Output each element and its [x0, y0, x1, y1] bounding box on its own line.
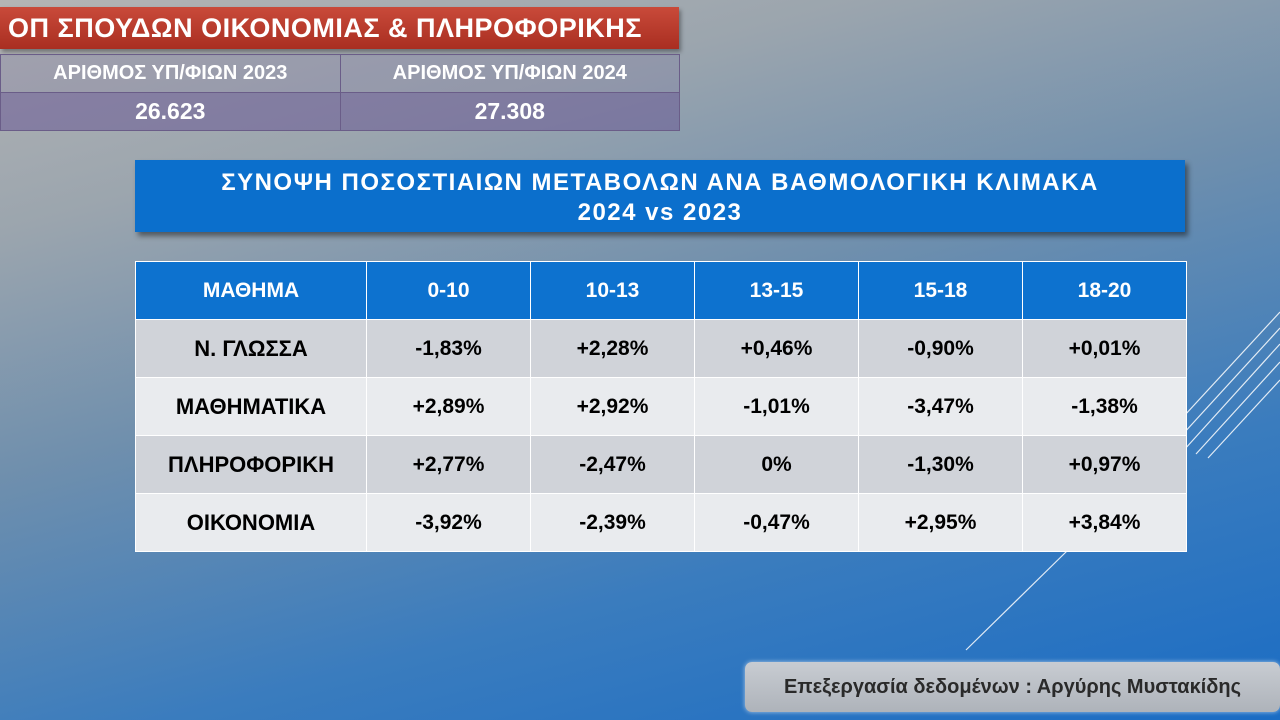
header-subject: ΜΑΘΗΜΑ	[135, 261, 367, 320]
value-cell: -1,01%	[694, 377, 859, 436]
table-row: ΟΙΚΟΝΟΜΙΑ -3,92% -2,39% -0,47% +2,95% +3…	[135, 493, 1187, 552]
summary-title: ΣΥΝΟΨΗ ΠΟΣΟΣΤΙΑΙΩΝ ΜΕΤΑΒΟΛΩΝ ΑΝΑ ΒΑΘΜΟΛΟ…	[221, 169, 1099, 196]
program-title: ΟΠ ΣΠΟΥΔΩΝ ΟΙΚΟΝΟΜΙΑΣ & ΠΛΗΡΟΦΟΡΙΚΗΣ	[0, 7, 679, 49]
count-header-2024: ΑΡΙΘΜΟΣ ΥΠ/ΦΙΩΝ 2024	[339, 54, 680, 93]
table-row: Ν. ΓΛΩΣΣΑ -1,83% +2,28% +0,46% -0,90% +0…	[135, 319, 1187, 378]
student-counts-table: ΑΡΙΘΜΟΣ ΥΠ/ΦΙΩΝ 2023 ΑΡΙΘΜΟΣ ΥΠ/ΦΙΩΝ 202…	[0, 54, 680, 131]
value-cell: -2,47%	[530, 435, 695, 494]
header-band-13-15: 13-15	[694, 261, 859, 320]
value-cell: +2,92%	[530, 377, 695, 436]
subject-cell: ΜΑΘΗΜΑΤΙΚΑ	[135, 377, 367, 436]
table-row: ΠΛΗΡΟΦΟΡΙΚΗ +2,77% -2,47% 0% -1,30% +0,9…	[135, 435, 1187, 494]
value-cell: +2,28%	[530, 319, 695, 378]
value-cell: -3,47%	[858, 377, 1023, 436]
value-cell: +0,97%	[1022, 435, 1187, 494]
value-cell: -1,30%	[858, 435, 1023, 494]
data-credit: Επεξεργασία δεδομένων : Αργύρης Μυστακίδ…	[745, 662, 1280, 712]
header-band-10-13: 10-13	[530, 261, 695, 320]
value-cell: +3,84%	[1022, 493, 1187, 552]
value-cell: -1,38%	[1022, 377, 1187, 436]
value-cell: -1,83%	[366, 319, 531, 378]
summary-banner: ΣΥΝΟΨΗ ΠΟΣΟΣΤΙΑΙΩΝ ΜΕΤΑΒΟΛΩΝ ΑΝΑ ΒΑΘΜΟΛΟ…	[135, 160, 1185, 232]
header-band-0-10: 0-10	[366, 261, 531, 320]
value-cell: +0,46%	[694, 319, 859, 378]
header-band-18-20: 18-20	[1022, 261, 1187, 320]
table-row: ΜΑΘΗΜΑΤΙΚΑ +2,89% +2,92% -1,01% -3,47% -…	[135, 377, 1187, 436]
grade-changes-table: ΜΑΘΗΜΑ 0-10 10-13 13-15 15-18 18-20 Ν. Γ…	[135, 261, 1187, 552]
value-cell: +2,89%	[366, 377, 531, 436]
subject-cell: ΟΙΚΟΝΟΜΙΑ	[135, 493, 367, 552]
value-cell: 0%	[694, 435, 859, 494]
value-cell: +2,77%	[366, 435, 531, 494]
value-cell: -0,47%	[694, 493, 859, 552]
value-cell: +2,95%	[858, 493, 1023, 552]
header-band-15-18: 15-18	[858, 261, 1023, 320]
value-cell: -2,39%	[530, 493, 695, 552]
count-value-2024: 27.308	[339, 92, 680, 131]
count-value-2023: 26.623	[0, 92, 341, 131]
table-header-row: ΜΑΘΗΜΑ 0-10 10-13 13-15 15-18 18-20	[135, 261, 1187, 320]
count-header-2023: ΑΡΙΘΜΟΣ ΥΠ/ΦΙΩΝ 2023	[0, 54, 341, 93]
value-cell: -0,90%	[858, 319, 1023, 378]
summary-subtitle: 2024 vs 2023	[577, 199, 743, 226]
subject-cell: ΠΛΗΡΟΦΟΡΙΚΗ	[135, 435, 367, 494]
subject-cell: Ν. ΓΛΩΣΣΑ	[135, 319, 367, 378]
value-cell: +0,01%	[1022, 319, 1187, 378]
value-cell: -3,92%	[366, 493, 531, 552]
